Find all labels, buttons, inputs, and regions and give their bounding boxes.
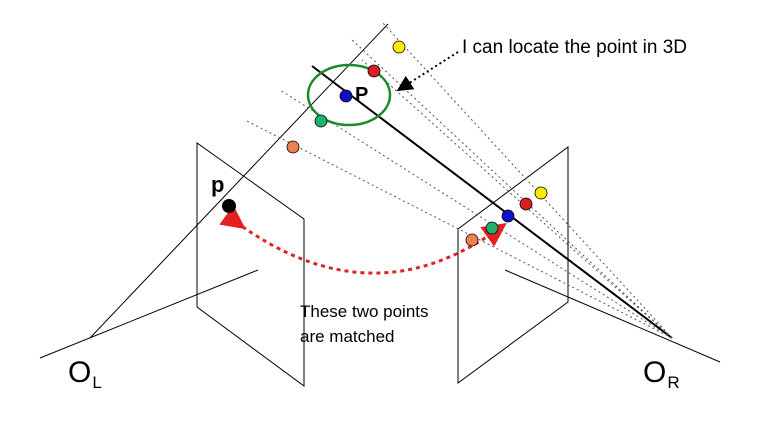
point-orange-right <box>465 233 479 247</box>
left-image-plane <box>196 142 305 387</box>
point-red-right <box>519 197 533 211</box>
baseline-left <box>39 269 259 359</box>
right-image-plane <box>457 146 569 384</box>
right-solid-ray <box>311 65 673 339</box>
point-orange-3d <box>286 140 300 154</box>
label-left-camera-sub: L <box>92 373 102 392</box>
label-point-3d: P <box>355 84 369 106</box>
left-ray <box>89 23 389 339</box>
point-blue-right <box>501 209 515 223</box>
point-p-left-image <box>222 199 236 213</box>
label-right-camera-base: O <box>643 356 667 389</box>
highlight-circle <box>306 63 392 127</box>
annotation-arrow <box>396 51 459 92</box>
point-green-3d <box>314 114 328 128</box>
point-green-right <box>485 221 499 235</box>
point-yellow-right <box>534 186 548 200</box>
label-left-camera-center: OL <box>68 356 102 393</box>
baseline-right <box>504 269 721 363</box>
match-arrow <box>219 205 507 275</box>
point-red-3d <box>367 64 381 78</box>
label-point-image: p <box>211 172 225 197</box>
label-right-camera-center: OR <box>643 356 680 393</box>
annotation-matched-line2: are matched <box>300 327 395 346</box>
annotation-locate-3d: I can locate the point in 3D <box>462 37 687 58</box>
annotation-matched-line1: These two points <box>300 302 429 321</box>
label-right-camera-sub: R <box>667 373 680 392</box>
label-left-camera-base: O <box>68 356 92 389</box>
point-blue-3d <box>339 89 353 103</box>
point-yellow-3d <box>392 40 406 54</box>
